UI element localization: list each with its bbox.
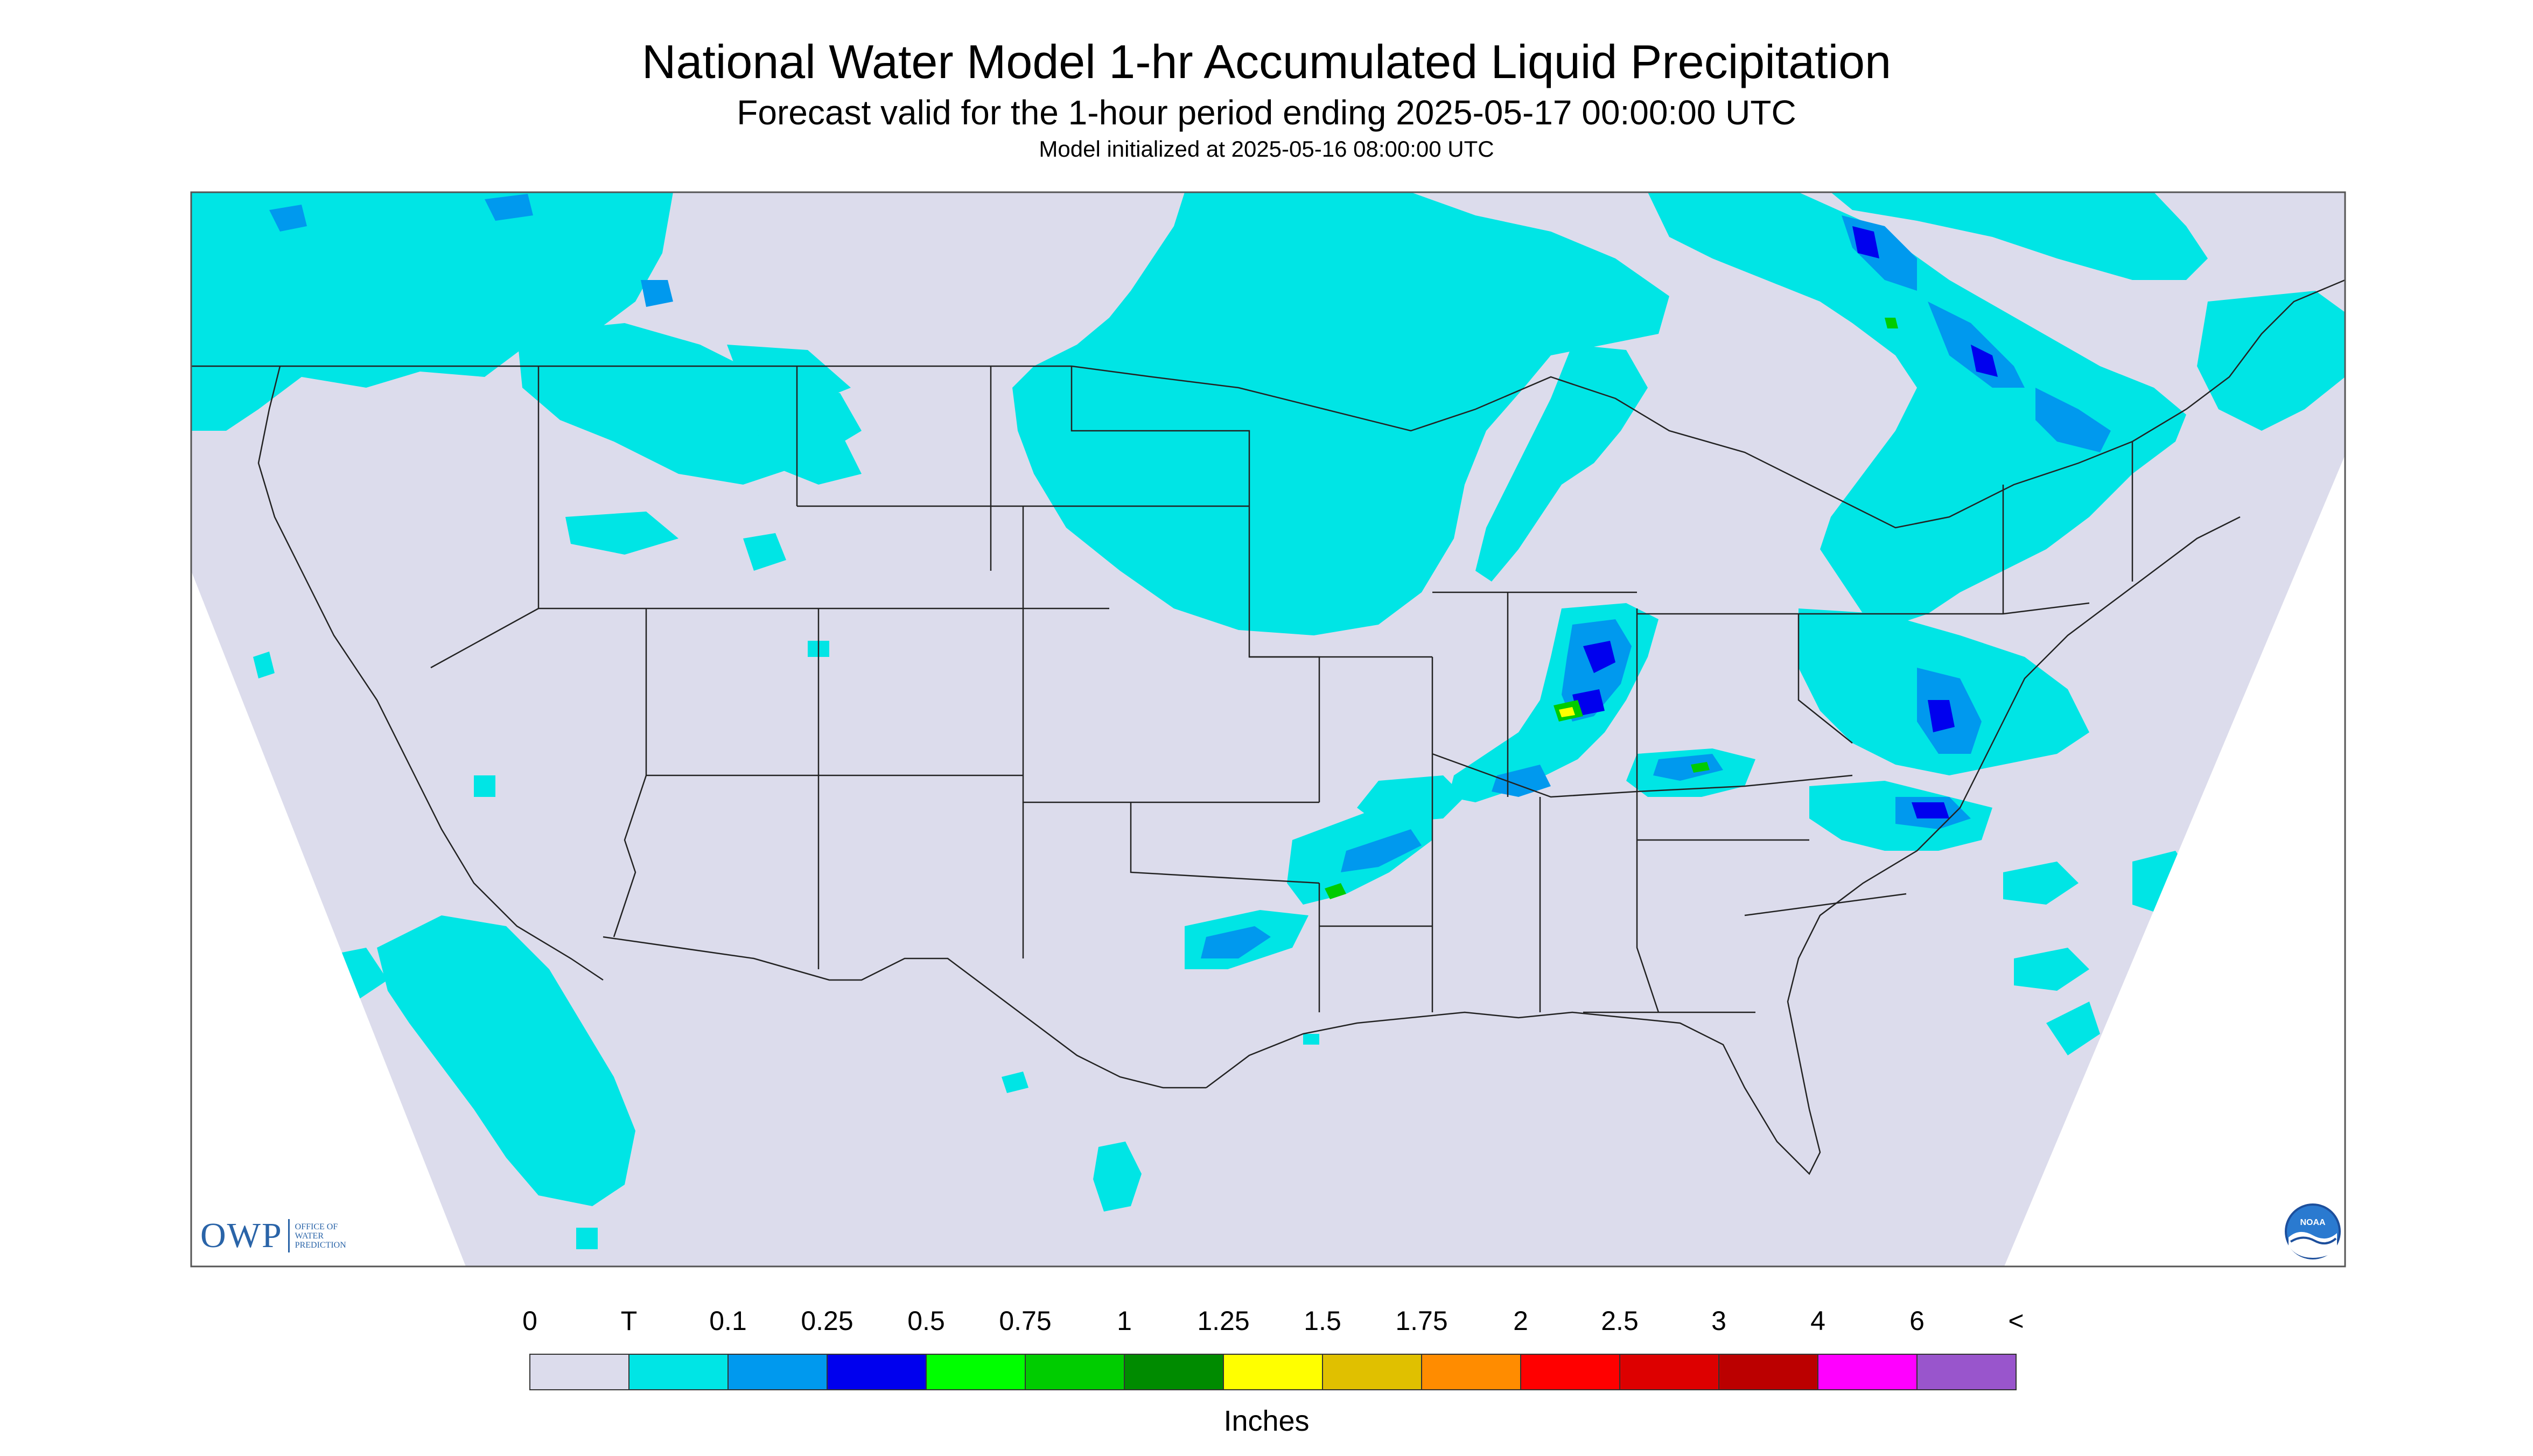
noaa-logo-text: NOAA (2300, 1218, 2326, 1227)
legend-swatch (1916, 1354, 2017, 1390)
legend-tick-label: 1.75 (1395, 1306, 1448, 1336)
title-block: National Water Model 1-hr Accumulated Li… (0, 32, 2533, 165)
legend-swatch (1817, 1354, 1918, 1390)
legend-swatch (926, 1354, 1026, 1390)
legend-swatch (1322, 1354, 1422, 1390)
owp-logo: OWP Office of Water Prediction (200, 1218, 346, 1254)
owp-logo-divider (288, 1219, 290, 1252)
legend-swatch (1520, 1354, 1620, 1390)
owp-logo-text: Office of Water Prediction (295, 1222, 346, 1250)
owp-logo-line3: Prediction (295, 1240, 346, 1250)
legend-swatch (827, 1354, 927, 1390)
state-borders (191, 279, 2346, 1175)
legend-swatch (1619, 1354, 1719, 1390)
very-heavy-precip-areas (1559, 707, 1575, 717)
legend-tick-label: 0 (522, 1306, 537, 1336)
legend-swatch (1718, 1354, 1818, 1390)
legend-tick-label: T (620, 1306, 638, 1336)
legend-swatch (1421, 1354, 1521, 1390)
owp-logo-line1: Office of (295, 1222, 338, 1231)
legend-tick-label: 0.75 (999, 1306, 1052, 1336)
legend-color-bar (529, 1354, 2017, 1390)
legend-swatch (529, 1354, 629, 1390)
map-title: National Water Model 1-hr Accumulated Li… (641, 35, 1892, 88)
legend-units-label: Inches (1223, 1405, 1310, 1437)
legend-tick-label: 0.5 (907, 1306, 945, 1336)
map-frame (190, 191, 2346, 1268)
legend-tick-label: 3 (1711, 1306, 1726, 1336)
legend-tick-label: 1.25 (1197, 1306, 1250, 1336)
legend-swatch (727, 1354, 828, 1390)
owp-logo-line2: Water (295, 1231, 324, 1241)
legend-tick-label: 2 (1513, 1306, 1528, 1336)
noaa-logo-icon (2285, 1203, 2341, 1259)
legend-swatch (1223, 1354, 1323, 1390)
legend-swatch (1025, 1354, 1125, 1390)
owp-logo-letters: OWP (200, 1216, 283, 1255)
legend-tick-label: 4 (1810, 1306, 1825, 1336)
legend-tick-label: 1 (1117, 1306, 1132, 1336)
model-init-text: Model initialized at 2025-05-16 08:00:00… (1039, 136, 1494, 162)
legend-tick-label: 1.5 (1304, 1306, 1341, 1336)
moderate-precip-areas (1572, 226, 1998, 818)
legend-tick-label: 2.5 (1601, 1306, 1639, 1336)
legend-tick-label: 6 (1909, 1306, 1925, 1336)
map-subtitle: Forecast valid for the 1-hour period end… (737, 93, 1796, 132)
legend-swatch (628, 1354, 729, 1390)
legend-swatch (1124, 1354, 1224, 1390)
legend-tick-label: 0.25 (801, 1306, 853, 1336)
legend-tick-label: 0.1 (709, 1306, 747, 1336)
legend-tick-label: < (2008, 1306, 2024, 1336)
